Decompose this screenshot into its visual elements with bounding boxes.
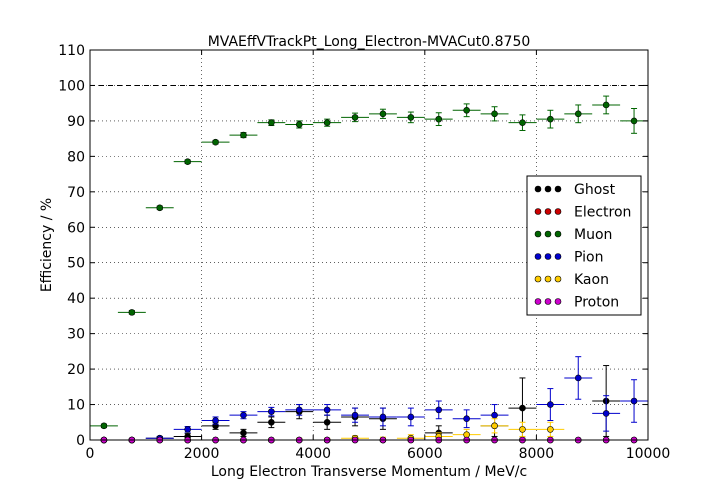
legend-label: Muon bbox=[574, 227, 612, 243]
y-tick-label: 50 bbox=[67, 256, 85, 272]
data-point bbox=[630, 117, 638, 125]
legend-marker bbox=[544, 253, 552, 260]
data-point bbox=[407, 114, 415, 121]
legend-label: Kaon bbox=[574, 272, 609, 288]
data-point bbox=[323, 119, 331, 126]
legend: Ghost Electron Muon Pion Kaon Proton bbox=[526, 175, 642, 316]
data-point bbox=[379, 110, 387, 118]
data-point bbox=[547, 401, 554, 408]
data-point bbox=[212, 417, 219, 424]
data-point bbox=[240, 411, 247, 419]
legend-marker bbox=[554, 208, 562, 215]
data-point bbox=[435, 115, 443, 123]
y-tick-label: 60 bbox=[67, 220, 85, 236]
data-point bbox=[574, 374, 582, 382]
legend-marker bbox=[544, 275, 552, 283]
legend-marker bbox=[554, 275, 562, 283]
data-point bbox=[268, 418, 275, 426]
x-tick-label: 10000 bbox=[626, 446, 671, 462]
legend-marker bbox=[554, 230, 562, 238]
data-point bbox=[156, 204, 164, 212]
data-point bbox=[547, 115, 554, 123]
x-tick-label: 0 bbox=[86, 446, 95, 462]
legend-marker bbox=[554, 253, 562, 260]
legend-marker bbox=[544, 298, 552, 305]
legend-marker bbox=[534, 275, 542, 283]
x-tick-label: 8000 bbox=[519, 446, 555, 462]
data-point bbox=[407, 413, 415, 421]
axis-ticks: 0 2000 4000 6000 8000 10000 0 10 20 30 40 50 60 70 80 9… bbox=[58, 43, 670, 462]
data-point bbox=[519, 426, 526, 433]
data-point bbox=[184, 158, 191, 165]
chart-title: MVAEffVTrackPt_Long_Electron-MVACut0.875… bbox=[208, 34, 531, 50]
plot-frame bbox=[89, 49, 649, 441]
legend-label: Ghost bbox=[574, 182, 616, 198]
data-point bbox=[128, 309, 136, 316]
legend-box bbox=[526, 175, 642, 316]
legend-marker bbox=[534, 185, 542, 193]
x-tick-label: 4000 bbox=[295, 446, 331, 462]
data-point bbox=[463, 106, 470, 114]
legend-label: Proton bbox=[574, 295, 619, 311]
data-point bbox=[212, 138, 219, 146]
legend-label: Electron bbox=[574, 205, 631, 221]
legend-marker bbox=[544, 208, 552, 215]
data-point bbox=[630, 397, 638, 405]
data-point bbox=[295, 406, 303, 414]
y-tick-label: 100 bbox=[58, 78, 85, 94]
data-point bbox=[519, 119, 526, 126]
data-point bbox=[323, 406, 331, 414]
data-point bbox=[184, 426, 191, 433]
x-tick-label: 6000 bbox=[407, 446, 443, 462]
x-axis-label: Long Electron Transverse Momentum / MeV/… bbox=[211, 464, 527, 480]
y-tick-label: 40 bbox=[67, 291, 85, 307]
data-point bbox=[295, 121, 303, 128]
y-tick-label: 0 bbox=[76, 433, 85, 449]
data-point bbox=[268, 408, 275, 415]
legend-marker bbox=[544, 185, 552, 193]
legend-label: Pion bbox=[574, 250, 603, 266]
y-tick-label: 90 bbox=[67, 114, 85, 130]
legend-marker bbox=[544, 230, 552, 238]
data-point bbox=[351, 411, 359, 419]
legend-marker bbox=[554, 298, 562, 305]
x-tick-label: 2000 bbox=[184, 446, 220, 462]
y-tick-label: 80 bbox=[67, 149, 85, 165]
data-point bbox=[100, 422, 108, 430]
data-point bbox=[435, 406, 443, 414]
data-point bbox=[519, 404, 526, 412]
legend-marker bbox=[534, 230, 542, 238]
data-point bbox=[602, 101, 610, 109]
y-tick-label: 30 bbox=[67, 327, 85, 343]
data-point bbox=[602, 410, 610, 417]
data-point bbox=[323, 418, 331, 426]
data-point bbox=[240, 429, 247, 437]
data-point bbox=[491, 110, 498, 118]
y-tick-label: 70 bbox=[67, 185, 85, 201]
legend-marker bbox=[534, 298, 542, 305]
y-axis-label: Efficiency / % bbox=[39, 198, 55, 292]
data-point bbox=[463, 415, 470, 423]
y-tick-label: 10 bbox=[67, 398, 85, 414]
legend-marker bbox=[534, 253, 542, 260]
data-point bbox=[379, 413, 387, 421]
legend-marker bbox=[534, 208, 542, 215]
data-point bbox=[547, 426, 554, 433]
y-tick-label: 110 bbox=[58, 43, 85, 59]
data-point bbox=[491, 411, 498, 419]
y-tick-label: 20 bbox=[67, 362, 85, 378]
data-point bbox=[268, 119, 275, 126]
data-point bbox=[351, 114, 359, 121]
series-muon bbox=[90, 95, 648, 430]
data-point bbox=[240, 131, 247, 139]
data-point bbox=[574, 110, 582, 118]
data-point bbox=[491, 422, 498, 430]
legend-marker bbox=[554, 185, 562, 193]
